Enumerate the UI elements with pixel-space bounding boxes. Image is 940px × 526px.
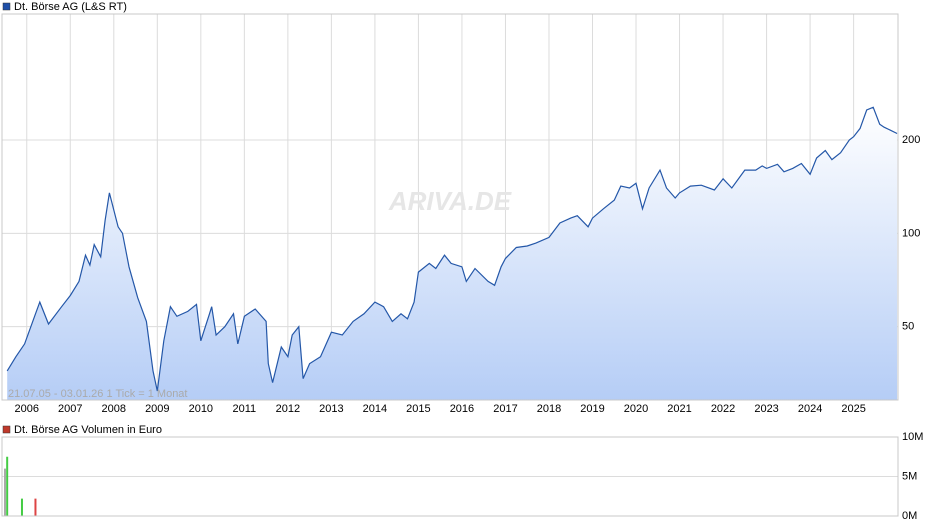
legend-swatch bbox=[2, 2, 11, 11]
x-tick-label: 2007 bbox=[58, 403, 82, 415]
x-tick-label: 2008 bbox=[102, 403, 126, 415]
x-tick-label: 2015 bbox=[406, 403, 430, 415]
plot-frame bbox=[1, 436, 899, 517]
x-tick-label: 2023 bbox=[754, 403, 778, 415]
x-tick-label: 2019 bbox=[580, 403, 604, 415]
y-tick-label: 5M bbox=[902, 470, 917, 482]
x-tick-label: 2009 bbox=[145, 403, 169, 415]
y-tick-label: 10M bbox=[902, 431, 923, 443]
x-tick-label: 2011 bbox=[233, 403, 257, 415]
footnote: 21.07.05 - 03.01.26 1 Tick = 1 Monat bbox=[8, 388, 187, 400]
x-tick-label: 2016 bbox=[450, 403, 474, 415]
legend-swatch bbox=[2, 425, 11, 434]
y-tick-label: 0M bbox=[902, 510, 917, 522]
y-tick-label: 100 bbox=[902, 227, 920, 239]
volume-bar bbox=[4, 468, 6, 516]
price-line bbox=[6, 106, 898, 392]
x-tick-label: 2021 bbox=[667, 403, 691, 415]
x-tick-label: 2012 bbox=[276, 403, 300, 415]
watermark: ARIVA.DE bbox=[388, 186, 512, 216]
volume-bar bbox=[6, 456, 9, 516]
legend-label: Dt. Börse AG Volumen in Euro bbox=[14, 424, 162, 436]
x-tick-label: 2014 bbox=[363, 403, 387, 415]
x-tick-label: 2024 bbox=[798, 403, 822, 415]
volume-bar bbox=[34, 498, 37, 516]
price-area bbox=[7, 107, 898, 401]
x-tick-label: 2025 bbox=[841, 403, 865, 415]
x-tick-label: 2010 bbox=[189, 403, 213, 415]
x-tick-label: 2020 bbox=[624, 403, 648, 415]
plot-frame bbox=[1, 13, 899, 401]
legend-label: Dt. Börse AG (L&S RT) bbox=[14, 1, 127, 13]
y-tick-label: 200 bbox=[902, 134, 920, 146]
x-tick-label: 2022 bbox=[711, 403, 735, 415]
x-tick-label: 2006 bbox=[15, 403, 39, 415]
x-tick-label: 2013 bbox=[319, 403, 343, 415]
volume-bar bbox=[20, 498, 23, 516]
y-tick-label: 50 bbox=[902, 321, 914, 333]
x-tick-label: 2017 bbox=[493, 403, 517, 415]
x-tick-label: 2018 bbox=[537, 403, 561, 415]
